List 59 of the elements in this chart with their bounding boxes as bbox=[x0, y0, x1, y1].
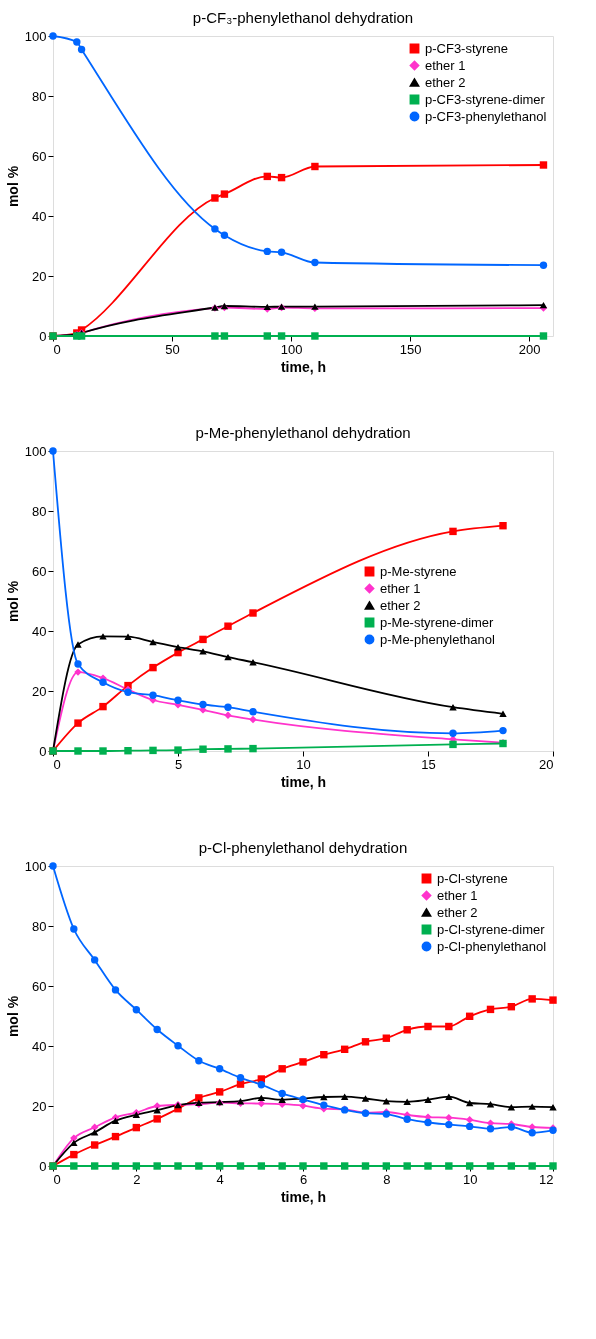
y-tick-label: 100 bbox=[24, 443, 47, 459]
x-tick-label: 6 bbox=[299, 1171, 308, 1187]
x-tick-label: 100 bbox=[280, 341, 303, 357]
legend-label: p-CF3-phenylethanol bbox=[425, 108, 547, 124]
legend-label: p-Cl-styrene bbox=[437, 870, 508, 886]
x-tick-label: 0 bbox=[53, 341, 61, 357]
legend-label: p-Cl-styrene-dimer bbox=[437, 921, 546, 937]
y-tick-label: 40 bbox=[32, 1038, 47, 1054]
y-axis-title: mol % bbox=[4, 995, 21, 1038]
y-tick-label: 0 bbox=[39, 328, 47, 344]
x-tick-label: 10 bbox=[462, 1171, 478, 1187]
x-tick-label: 12 bbox=[539, 1171, 554, 1187]
x-tick-label: 50 bbox=[165, 341, 180, 357]
y-tick-label: 100 bbox=[24, 858, 47, 874]
legend-label: ether 1 bbox=[380, 580, 421, 596]
legend-label: ether 2 bbox=[437, 904, 478, 920]
y-tick-label: 60 bbox=[32, 148, 47, 164]
chart-title: p-Me-phenylethanol dehydration bbox=[195, 424, 411, 441]
y-tick-label: 80 bbox=[32, 503, 47, 519]
x-tick-label: 10 bbox=[296, 756, 311, 772]
y-tick-label: 0 bbox=[39, 743, 47, 759]
y-tick-label: 20 bbox=[32, 683, 47, 699]
x-tick-label: 0 bbox=[53, 756, 61, 772]
legend-label: ether 2 bbox=[380, 597, 421, 613]
legend-label: p-Me-phenylethanol bbox=[380, 631, 496, 647]
legend-label: p-CF3-styrene bbox=[425, 40, 509, 56]
y-tick-label: 80 bbox=[32, 88, 47, 104]
x-tick-label: 5 bbox=[174, 756, 183, 772]
y-tick-label: 20 bbox=[32, 1098, 47, 1114]
legend-label: ether 2 bbox=[425, 74, 466, 90]
y-tick-label: 80 bbox=[32, 918, 47, 934]
y-tick-label: 20 bbox=[32, 268, 47, 284]
y-axis-title: mol % bbox=[4, 580, 21, 623]
y-tick-label: 40 bbox=[32, 623, 47, 639]
y-tick-label: 60 bbox=[32, 563, 47, 579]
legend-label: p-Me-styrene-dimer bbox=[380, 614, 495, 630]
chart-title: p-CF₃-phenylethanol dehydration bbox=[192, 9, 414, 26]
x-axis-title: time, h bbox=[280, 1188, 327, 1205]
y-tick-label: 60 bbox=[32, 978, 47, 994]
legend-label: p-Me-styrene bbox=[380, 563, 457, 579]
x-tick-label: 2 bbox=[133, 1171, 141, 1187]
x-tick-label: 20 bbox=[539, 756, 554, 772]
x-tick-label: 8 bbox=[383, 1171, 391, 1187]
y-tick-label: 0 bbox=[39, 1158, 47, 1174]
x-tick-label: 15 bbox=[421, 756, 436, 772]
y-tick-label: 100 bbox=[24, 28, 47, 44]
x-axis-title: time, h bbox=[280, 773, 327, 790]
legend-label: ether 1 bbox=[437, 887, 478, 903]
legend-label: p-CF3-styrene-dimer bbox=[425, 91, 546, 107]
x-axis-title: time, h bbox=[280, 358, 327, 375]
x-tick-label: 150 bbox=[399, 341, 422, 357]
x-tick-label: 0 bbox=[53, 1171, 61, 1187]
legend-label: p-Cl-phenylethanol bbox=[437, 938, 547, 954]
legend-label: ether 1 bbox=[425, 57, 466, 73]
chart-title: p-Cl-phenylethanol dehydration bbox=[198, 839, 408, 856]
x-tick-label: 4 bbox=[216, 1171, 224, 1187]
x-tick-label: 200 bbox=[518, 341, 541, 357]
y-axis-title: mol % bbox=[4, 165, 21, 208]
y-tick-label: 40 bbox=[32, 208, 47, 224]
